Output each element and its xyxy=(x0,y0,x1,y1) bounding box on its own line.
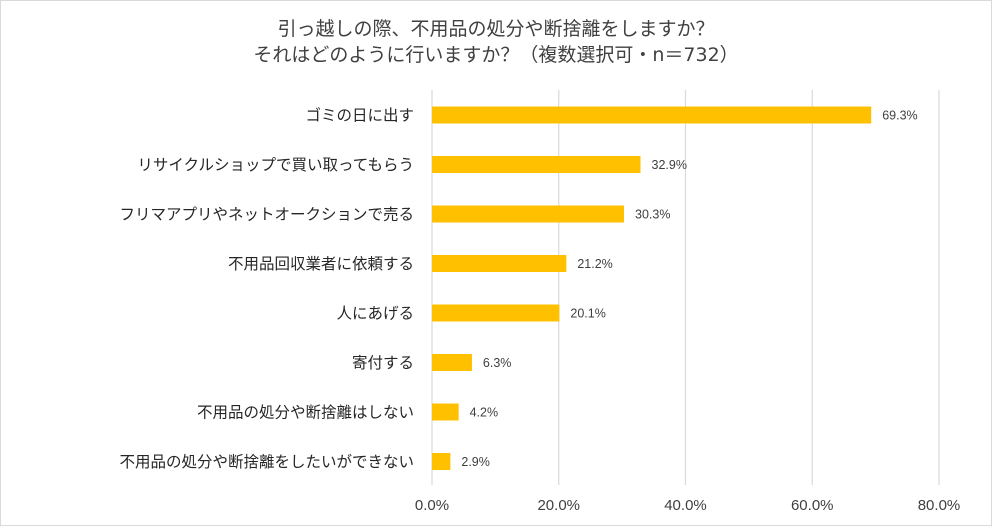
data-label: 30.3% xyxy=(635,208,670,222)
x-tick-label: 20.0% xyxy=(537,497,580,514)
data-label: 6.3% xyxy=(483,356,512,370)
category-label: 人にあげる xyxy=(336,305,414,323)
category-labels: ゴミの日に出すリサイクルショップで買い取ってもらうフリマアプリやネットオークショ… xyxy=(119,106,414,472)
bar xyxy=(432,304,560,322)
grid-lines xyxy=(431,90,940,485)
data-label: 20.1% xyxy=(570,307,605,321)
bar xyxy=(432,205,625,223)
bar xyxy=(432,354,472,371)
bar xyxy=(432,156,641,173)
category-label: リサイクルショップで買い取ってもらう xyxy=(137,156,414,174)
x-axis-tick-labels: 0.0% 20.0% 40.0% 60.0% 80.0% xyxy=(415,497,960,514)
category-label: 不用品の処分や断捨離はしない xyxy=(197,404,414,422)
x-tick-label: 40.0% xyxy=(664,497,707,514)
category-label: 不用品の処分や断捨離をしたいができない xyxy=(119,453,414,471)
chart-title-line-2: それはどのように行いますか？（複数選択可・n＝732） xyxy=(253,44,739,66)
x-tick-label: 60.0% xyxy=(791,497,834,514)
bar xyxy=(432,453,451,470)
bars xyxy=(432,106,872,470)
chart-title: 引っ越しの際、不用品の処分や断捨離をしますか？ それはどのように行いますか？（複… xyxy=(0,16,992,68)
data-label: 2.9% xyxy=(461,455,490,469)
data-label: 69.3% xyxy=(882,109,917,123)
data-label: 21.2% xyxy=(577,257,612,271)
data-label: 4.2% xyxy=(470,406,499,420)
bar xyxy=(432,255,567,272)
x-tick-label: 0.0% xyxy=(415,497,449,514)
bar xyxy=(432,106,872,124)
category-label: フリマアプリやネットオークションで売る xyxy=(119,206,414,224)
category-label: 寄付する xyxy=(352,354,414,372)
x-tick-label: 80.0% xyxy=(918,497,961,514)
category-label: ゴミの日に出す xyxy=(305,106,414,125)
category-label: 不用品回収業者に依頼する xyxy=(228,255,414,273)
data-label: 32.9% xyxy=(652,158,687,172)
bar xyxy=(432,403,459,421)
chart-title-line-1: 引っ越しの際、不用品の処分や断捨離をしますか？ xyxy=(277,18,715,40)
data-labels: 69.3% 32.9% 30.3% 21.2% 20.1% 6.3% 4.2% 2.9% xyxy=(461,109,917,470)
